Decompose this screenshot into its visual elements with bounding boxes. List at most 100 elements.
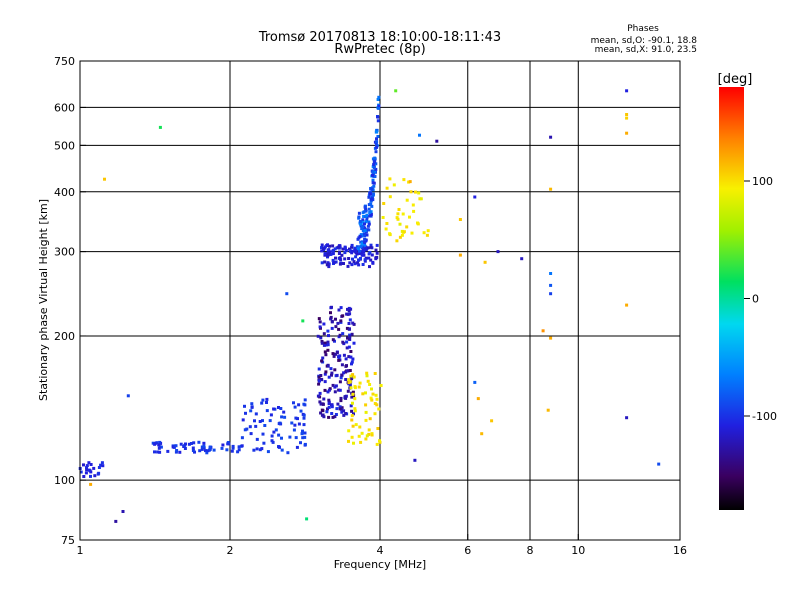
y-axis-label: Stationary phase Virtual Height [km]	[37, 199, 50, 401]
data-point	[377, 407, 381, 411]
data-point	[226, 442, 230, 446]
x-axis-label: Frequency [MHz]	[334, 558, 426, 571]
data-point	[330, 405, 334, 409]
data-point	[114, 519, 118, 523]
colorbar-tick-label: 100	[752, 175, 773, 188]
data-point	[351, 401, 354, 405]
data-point	[381, 216, 385, 219]
data-point	[323, 252, 327, 256]
data-point	[350, 243, 354, 247]
data-point	[279, 407, 283, 410]
data-point	[347, 345, 351, 349]
data-point	[367, 194, 371, 198]
data-point	[343, 245, 347, 249]
data-point	[339, 376, 343, 380]
data-point	[301, 436, 305, 440]
data-point	[364, 410, 368, 414]
data-point	[277, 406, 280, 409]
data-point	[192, 441, 196, 445]
data-point	[202, 444, 206, 448]
data-point	[396, 217, 400, 221]
data-point	[324, 343, 328, 347]
data-point	[349, 374, 353, 378]
data-point	[326, 329, 330, 333]
data-point	[549, 187, 553, 191]
data-point	[335, 351, 339, 355]
data-point	[330, 326, 334, 330]
data-point	[377, 106, 381, 110]
data-point	[174, 450, 178, 454]
data-point	[358, 220, 362, 223]
data-point	[156, 450, 160, 454]
data-point	[282, 410, 286, 414]
data-point	[365, 213, 369, 217]
data-point	[206, 449, 210, 453]
data-point	[549, 292, 553, 296]
data-point	[266, 450, 270, 454]
data-point	[240, 436, 244, 440]
data-point	[303, 403, 307, 407]
data-point	[364, 220, 368, 224]
data-point	[371, 260, 375, 264]
data-point	[340, 410, 344, 414]
data-point	[375, 397, 379, 401]
data-point	[365, 374, 369, 378]
y-tick-label: 500	[54, 139, 75, 152]
data-point	[326, 364, 330, 368]
data-point	[302, 413, 306, 417]
data-point	[369, 245, 373, 249]
data-point	[325, 252, 329, 256]
data-point	[328, 244, 331, 248]
data-point	[318, 325, 322, 329]
data-point	[541, 329, 545, 333]
data-point	[85, 468, 89, 472]
data-point	[331, 383, 335, 387]
data-point	[103, 177, 106, 181]
data-point	[363, 229, 367, 232]
data-point	[361, 241, 365, 245]
data-point	[361, 392, 365, 396]
data-point	[320, 341, 324, 345]
data-point	[326, 243, 329, 247]
data-point	[343, 251, 347, 255]
data-point	[344, 357, 348, 361]
data-point	[398, 222, 402, 226]
data-point	[334, 317, 337, 321]
data-point	[353, 409, 357, 413]
data-point	[375, 140, 379, 144]
data-point	[338, 407, 342, 411]
data-point	[316, 334, 320, 338]
data-point	[435, 139, 439, 143]
data-point	[370, 433, 374, 437]
data-point	[101, 464, 105, 468]
data-point	[400, 233, 404, 237]
data-point	[363, 222, 366, 226]
data-point	[367, 228, 371, 232]
data-point	[290, 421, 294, 425]
data-point	[357, 211, 361, 215]
data-point	[342, 413, 346, 417]
data-point	[320, 359, 324, 363]
data-point	[356, 247, 360, 251]
data-point	[362, 210, 366, 214]
data-point	[263, 424, 267, 427]
data-point	[317, 375, 321, 379]
data-point	[260, 401, 264, 405]
data-point	[191, 446, 195, 450]
data-point	[350, 360, 354, 364]
data-point	[344, 378, 348, 381]
data-point	[261, 419, 264, 423]
data-point	[385, 222, 389, 225]
data-point	[277, 422, 281, 426]
data-point	[360, 246, 364, 249]
data-point	[400, 229, 404, 233]
data-point	[153, 450, 156, 454]
data-point	[337, 245, 341, 249]
data-point	[319, 402, 323, 406]
data-point	[370, 387, 373, 391]
data-point	[416, 221, 419, 225]
data-point	[85, 464, 89, 468]
data-point	[324, 353, 328, 357]
data-point	[339, 306, 343, 310]
data-point	[350, 332, 354, 336]
